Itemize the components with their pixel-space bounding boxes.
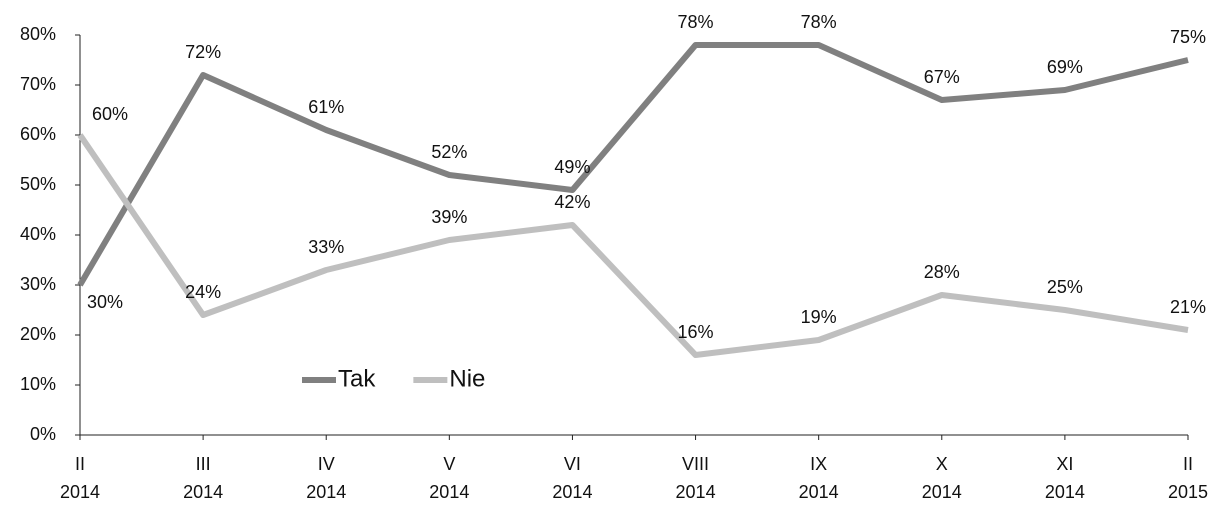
x-tick-label: V <box>443 454 455 474</box>
data-label: 28% <box>924 262 960 282</box>
y-tick-label: 80% <box>20 24 56 44</box>
data-label: 39% <box>431 207 467 227</box>
data-label: 24% <box>185 282 221 302</box>
data-label: 61% <box>308 97 344 117</box>
x-tick-label: 2014 <box>1045 482 1085 502</box>
x-tick-label: X <box>936 454 948 474</box>
data-label: 42% <box>554 192 590 212</box>
data-label: 67% <box>924 67 960 87</box>
y-tick-label: 50% <box>20 174 56 194</box>
data-label: 21% <box>1170 297 1206 317</box>
data-label: 25% <box>1047 277 1083 297</box>
data-label: 69% <box>1047 57 1083 77</box>
data-label: 78% <box>801 12 837 32</box>
x-tick-label: II <box>75 454 85 474</box>
series-line <box>77 42 1189 287</box>
x-tick-label: III <box>196 454 211 474</box>
data-label: 33% <box>308 237 344 257</box>
x-tick-label: 2014 <box>306 482 346 502</box>
x-tick-label: 2014 <box>183 482 223 502</box>
x-tick-label: IX <box>810 454 827 474</box>
series-line <box>77 133 1189 358</box>
data-label: 78% <box>678 12 714 32</box>
data-label: 19% <box>801 307 837 327</box>
x-tick-label: 2014 <box>799 482 839 502</box>
y-tick-label: 40% <box>20 224 56 244</box>
x-tick-label: 2014 <box>552 482 592 502</box>
x-tick-label: 2014 <box>676 482 716 502</box>
x-tick-label: VIII <box>682 454 709 474</box>
y-tick-label: 0% <box>30 424 56 444</box>
legend-label: Nie <box>449 365 485 392</box>
y-tick-label: 20% <box>20 324 56 344</box>
y-tick-label: 30% <box>20 274 56 294</box>
y-tick-label: 70% <box>20 74 56 94</box>
x-tick-label: 2014 <box>60 482 100 502</box>
data-label: 75% <box>1170 27 1206 47</box>
data-label: 72% <box>185 42 221 62</box>
x-tick-label: 2015 <box>1168 482 1208 502</box>
x-tick-label: XI <box>1056 454 1073 474</box>
x-tick-label: 2014 <box>922 482 962 502</box>
data-label: 30% <box>87 292 123 312</box>
data-label: 49% <box>554 157 590 177</box>
legend-label: Tak <box>338 365 376 392</box>
y-tick-label: 10% <box>20 374 56 394</box>
x-tick-label: IV <box>318 454 335 474</box>
x-tick-label: VI <box>564 454 581 474</box>
data-label: 60% <box>92 104 128 124</box>
data-label: 52% <box>431 142 467 162</box>
x-tick-label: 2014 <box>429 482 469 502</box>
data-label: 16% <box>678 322 714 342</box>
y-tick-label: 60% <box>20 124 56 144</box>
x-tick-label: II <box>1183 454 1193 474</box>
